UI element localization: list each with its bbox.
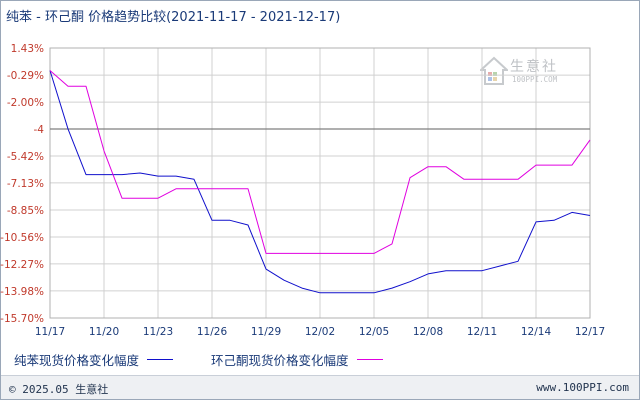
- y-tick-label: -5.42%: [7, 151, 44, 163]
- x-tick-label: 12/02: [305, 326, 335, 338]
- y-tick-label: -13.98%: [0, 286, 44, 298]
- y-tick-label: -2.00%: [7, 97, 44, 109]
- y-tick-label: 1.43%: [11, 43, 44, 55]
- y-tick-label: -8.85%: [7, 205, 44, 217]
- plot-area-border: [49, 47, 591, 319]
- x-tick-label: 12/05: [359, 326, 389, 338]
- watermark-name: 生意社: [510, 59, 558, 75]
- footer-copyright: © 2025.05 生意社: [9, 383, 109, 396]
- y-tick-label: -4: [34, 124, 45, 136]
- x-tick-label: 11/23: [143, 326, 173, 338]
- title-date-range: (2021-11-17 - 2021-12-17): [166, 10, 341, 25]
- legend-swatch-series1: [147, 359, 174, 360]
- footer-site-link[interactable]: www.100PPI.com: [536, 381, 629, 394]
- series-line-1: [49, 70, 591, 294]
- watermark-url: 100PPI.COM: [512, 75, 558, 84]
- x-tick-label: 12/11: [467, 326, 497, 338]
- x-tick-label: 11/26: [197, 326, 228, 338]
- x-tick-label: 11/17: [35, 326, 65, 338]
- y-tick-label: -0.29%: [7, 70, 44, 82]
- series-line-2: [49, 70, 591, 254]
- legend-swatch-series2: [356, 359, 383, 360]
- y-tick-label: -15.70%: [0, 313, 44, 325]
- legend-item-series1: 纯苯现货价格变化幅度: [14, 350, 174, 369]
- x-tick-label: 11/20: [89, 326, 119, 338]
- legend-label-series1: 纯苯现货价格变化幅度: [14, 353, 140, 368]
- y-tick-label: -7.13%: [7, 178, 44, 190]
- legend-item-series2: 环己酮现货价格变化幅度: [211, 350, 383, 369]
- legend: 纯苯现货价格变化幅度 环己酮现货价格变化幅度: [14, 350, 417, 370]
- chart-title: 纯苯 - 环己酮 价格趋势比较(2021-11-17 - 2021-12-17): [6, 6, 340, 25]
- x-tick-label: 12/08: [413, 326, 443, 338]
- legend-label-series2: 环己酮现货价格变化幅度: [211, 353, 349, 368]
- title-text: 纯苯 - 环己酮 价格趋势比较: [6, 10, 167, 25]
- x-tick-label: 11/29: [251, 326, 281, 338]
- x-tick-label: 12/14: [521, 326, 552, 338]
- y-tick-label: -12.27%: [0, 259, 44, 271]
- y-tick-label: -10.56%: [0, 232, 44, 244]
- footer: © 2025.05 生意社 www.100PPI.com: [1, 375, 639, 399]
- x-tick-label: 12/17: [575, 326, 605, 338]
